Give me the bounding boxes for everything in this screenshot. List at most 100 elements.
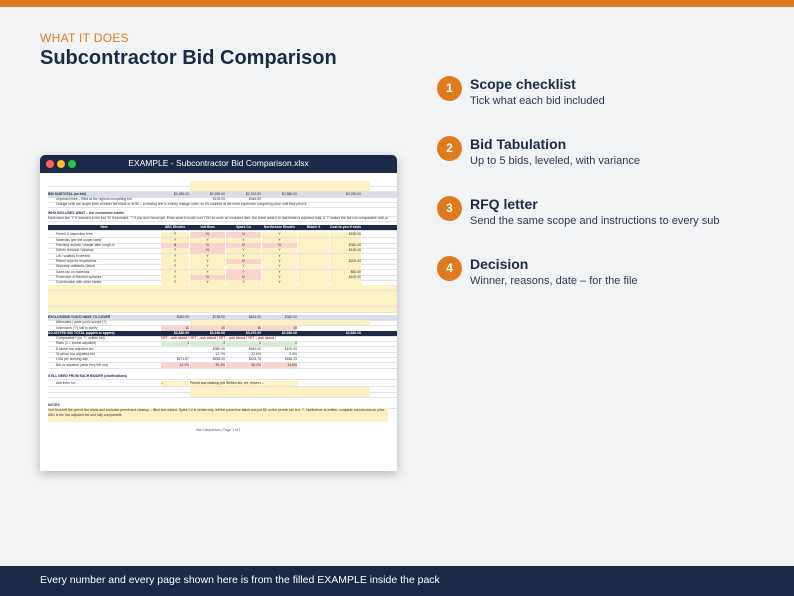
sheet-cell[interactable]: N bbox=[161, 243, 189, 248]
sheet-cell[interactable]: 10 bbox=[226, 325, 261, 331]
maximize-window-button[interactable] bbox=[68, 160, 76, 168]
sheet-cell[interactable]: YET – ask about / YET – ask about / YET … bbox=[161, 336, 276, 341]
sheet-cell[interactable]: – bbox=[262, 381, 297, 387]
sheet-cell[interactable]: N bbox=[226, 258, 261, 264]
sheet-cell[interactable]: Lift / scaffold if needed bbox=[56, 253, 90, 258]
sheet-cell[interactable]: 10 bbox=[190, 325, 225, 331]
sheet-cell[interactable]: $100.00 bbox=[284, 346, 297, 351]
sheet-cell[interactable]: 12.7% bbox=[215, 352, 225, 356]
sheet-cell[interactable]: Y bbox=[190, 264, 225, 270]
sheet-cell[interactable]: $471.67 bbox=[176, 357, 189, 362]
sheet-cell[interactable]: 2 bbox=[262, 341, 297, 347]
sheet-cell[interactable]: $3,190.00 bbox=[209, 330, 225, 335]
sheet-cell[interactable]: Y bbox=[262, 264, 297, 270]
sheet-cell[interactable]: Y bbox=[226, 264, 261, 270]
sheet-cell[interactable]: Y bbox=[161, 264, 189, 270]
sheet-cell[interactable]: ? bbox=[226, 269, 261, 275]
sheet-cell[interactable]: Y bbox=[262, 269, 297, 275]
sheet-cell[interactable]: Mark each line 'Y' if included in the bi… bbox=[48, 215, 388, 220]
sheet-cell[interactable]: WHO INCLUDES WHAT – the exclusions matri… bbox=[48, 210, 124, 215]
sheet-cell[interactable]: Spark Co bbox=[236, 225, 251, 230]
sheet-cell[interactable]: Unpriced lines – filled at the highest c… bbox=[56, 196, 132, 201]
sheet-cell[interactable]: N bbox=[190, 232, 225, 238]
spreadsheet-grid[interactable]: BID SUBTOTAL (as bid) $2,480.00 $2,290.00 $… bbox=[40, 173, 397, 471]
sheet-cell[interactable] bbox=[298, 280, 329, 286]
sheet-cell[interactable] bbox=[48, 301, 397, 307]
sheet-cell[interactable]: $2,290.00 bbox=[209, 191, 225, 196]
sheet-cell[interactable]: Protection of finished surfaces bbox=[56, 274, 102, 279]
sheet-cell[interactable]: Y bbox=[161, 269, 189, 275]
sheet-cell[interactable]: Y bbox=[161, 258, 189, 264]
sheet-cell[interactable]: Return trips for inspections bbox=[56, 258, 97, 263]
sheet-cell[interactable]: Y bbox=[262, 248, 297, 254]
sheet-cell[interactable]: 13.6% bbox=[262, 362, 297, 368]
sheet-cell[interactable]: N bbox=[262, 243, 297, 248]
sheet-cell[interactable]: $2,830.00 bbox=[173, 330, 189, 335]
sheet-cell[interactable] bbox=[48, 306, 397, 312]
sheet-cell[interactable] bbox=[298, 274, 329, 280]
sheet-cell[interactable]: BID SUBTOTAL (as bid) bbox=[48, 191, 86, 196]
sheet-cell[interactable] bbox=[298, 264, 329, 270]
sheet-cell[interactable]: $735.00 bbox=[212, 314, 225, 319]
sheet-cell[interactable] bbox=[330, 264, 361, 270]
sheet-cell[interactable]: ABC Electric bbox=[164, 225, 186, 230]
sheet-cell[interactable]: Warranty callbacks (labor) bbox=[56, 264, 96, 269]
sheet-cell[interactable] bbox=[298, 269, 329, 275]
sheet-cell[interactable]: $350.00 bbox=[176, 314, 189, 319]
sheet-cell[interactable]: Debris removal / cleanup bbox=[56, 248, 94, 253]
sheet-cell[interactable]: Y bbox=[226, 248, 261, 254]
sheet-cell[interactable]: 1 bbox=[161, 341, 189, 347]
sheet-cell[interactable]: $2,930.00 bbox=[281, 330, 297, 335]
sheet-cell[interactable]: 39.3% bbox=[190, 362, 225, 368]
sheet-cell[interactable]: 3.5% bbox=[289, 352, 297, 356]
sheet-cell[interactable]: ADJUSTED BID TOTAL (apples to apples) bbox=[48, 330, 115, 335]
sheet-cell[interactable]: $120.00 bbox=[330, 248, 361, 254]
sheet-cell[interactable]: Northshore Electric bbox=[263, 225, 296, 230]
sheet-cell[interactable] bbox=[298, 253, 329, 259]
sheet-cell[interactable]: Y bbox=[262, 280, 297, 286]
sheet-cell[interactable]: $135.00 bbox=[212, 196, 225, 201]
sheet-cell[interactable] bbox=[48, 290, 397, 296]
sheet-cell[interactable]: Ask them for... bbox=[56, 381, 78, 386]
sheet-cell[interactable]: Sales tax on materials bbox=[56, 269, 90, 274]
sheet-cell[interactable]: Y bbox=[161, 280, 189, 286]
minimize-window-button[interactable] bbox=[57, 160, 65, 168]
sheet-cell[interactable]: $345.00 bbox=[248, 196, 261, 201]
sheet-cell[interactable] bbox=[190, 386, 370, 392]
sheet-cell[interactable]: Y bbox=[262, 232, 297, 238]
sheet-cell[interactable]: Y bbox=[262, 253, 297, 259]
sheet-cell[interactable]: Patching drywall / plaster after rough-i… bbox=[56, 243, 115, 247]
sheet-cell[interactable]: Permit and cleanup pricing bbox=[190, 381, 225, 387]
notes-box[interactable]: Volt Bros left the permit line blank and… bbox=[48, 408, 388, 423]
sheet-cell[interactable]: $2,830.00 bbox=[345, 330, 361, 335]
sheet-cell[interactable]: $360.00 bbox=[212, 346, 225, 351]
sheet-cell[interactable] bbox=[48, 285, 397, 291]
sheet-cell[interactable]: Cost per working day bbox=[56, 357, 88, 362]
sheet-cell[interactable]: Volt Bros bbox=[200, 225, 215, 230]
sheet-cell[interactable] bbox=[48, 296, 397, 301]
sheet-cell[interactable] bbox=[298, 237, 329, 243]
sheet-cell[interactable]: N bbox=[190, 274, 225, 280]
sheet-cell[interactable]: N bbox=[190, 243, 225, 248]
sheet-cell[interactable]: $640.00 bbox=[248, 346, 261, 351]
sheet-cell[interactable]: $200.00 bbox=[330, 258, 361, 264]
sheet-cell[interactable]: Unknowns ('?') still to clarify bbox=[56, 325, 98, 330]
sheet-cell[interactable]: Y bbox=[161, 274, 189, 280]
sheet-cell[interactable] bbox=[298, 232, 329, 238]
sheet-cell[interactable]: $638.00 bbox=[212, 357, 225, 362]
sheet-cell[interactable]: $100.00 bbox=[330, 274, 361, 280]
sheet-cell[interactable]: Y bbox=[262, 237, 297, 243]
sheet-cell[interactable]: $488.33 bbox=[284, 357, 297, 362]
sheet-cell[interactable] bbox=[330, 237, 361, 243]
sheet-cell[interactable]: Y bbox=[226, 237, 261, 243]
sheet-cell[interactable]: N bbox=[226, 274, 261, 280]
sheet-cell[interactable]: Coordination with other trades bbox=[56, 280, 102, 285]
sheet-cell[interactable]: Y bbox=[190, 253, 225, 259]
sheet-cell[interactable] bbox=[190, 186, 370, 192]
sheet-cell[interactable] bbox=[190, 320, 370, 326]
sheet-cell[interactable]: $2,580.00 bbox=[281, 191, 297, 196]
sheet-cell[interactable]: $2,480.00 bbox=[173, 191, 189, 196]
sheet-cell[interactable]: Y bbox=[226, 253, 261, 259]
sheet-cell[interactable]: $815.00 bbox=[248, 314, 261, 319]
sheet-cell[interactable]: 10 bbox=[161, 325, 189, 331]
